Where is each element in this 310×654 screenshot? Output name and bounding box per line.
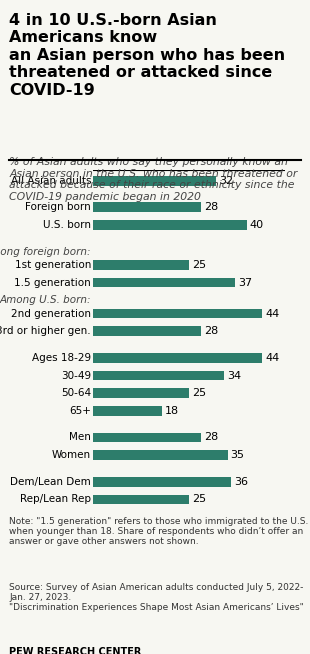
Text: 37: 37 — [238, 277, 252, 288]
Text: 50-64: 50-64 — [61, 388, 91, 398]
Text: 28: 28 — [204, 432, 218, 443]
Text: U.S. born: U.S. born — [43, 220, 91, 230]
Text: Ages 18-29: Ages 18-29 — [32, 353, 91, 363]
Text: 28: 28 — [204, 326, 218, 336]
Text: 2nd generation: 2nd generation — [11, 309, 91, 318]
Text: 65+: 65+ — [69, 406, 91, 416]
Text: Dem/Lean Dem: Dem/Lean Dem — [10, 477, 91, 487]
Text: Among U.S. born:: Among U.S. born: — [0, 295, 91, 305]
Text: % of Asian adults who say they personally know an
Asian person in the U.S. who h: % of Asian adults who say they personall… — [9, 157, 298, 202]
Text: 40: 40 — [250, 220, 264, 230]
Text: 28: 28 — [204, 202, 218, 213]
Text: 3rd or higher gen.: 3rd or higher gen. — [0, 326, 91, 336]
Text: 34: 34 — [227, 371, 241, 381]
Text: 30-49: 30-49 — [61, 371, 91, 381]
Bar — [93, 220, 247, 230]
Text: PEW RESEARCH CENTER: PEW RESEARCH CENTER — [9, 647, 142, 654]
Text: Men: Men — [69, 432, 91, 443]
Bar — [93, 371, 224, 381]
Bar — [93, 260, 189, 269]
Text: Women: Women — [52, 450, 91, 460]
Text: 4 in 10 U.S.-born Asian Americans know
an Asian person who has been
threatened o: 4 in 10 U.S.-born Asian Americans know a… — [9, 13, 286, 97]
Text: 44: 44 — [265, 353, 279, 363]
Bar — [93, 353, 262, 363]
Bar — [93, 433, 201, 442]
Text: 44: 44 — [265, 309, 279, 318]
Text: All Asian adults: All Asian adults — [11, 176, 91, 186]
Text: 32: 32 — [219, 176, 233, 186]
Bar — [93, 494, 189, 504]
Text: 25: 25 — [192, 388, 206, 398]
Text: Foreign born: Foreign born — [25, 202, 91, 213]
Bar — [93, 451, 228, 460]
Bar — [93, 388, 189, 398]
Text: Among foreign born:: Among foreign born: — [0, 247, 91, 256]
Text: 36: 36 — [234, 477, 248, 487]
Text: 25: 25 — [192, 494, 206, 504]
Bar — [93, 202, 201, 212]
Bar — [93, 406, 162, 416]
Bar — [93, 309, 262, 318]
Text: Rep/Lean Rep: Rep/Lean Rep — [20, 494, 91, 504]
Bar — [93, 176, 216, 186]
Text: Note: "1.5 generation" refers to those who immigrated to the U.S.
when younger t: Note: "1.5 generation" refers to those w… — [9, 517, 309, 547]
Text: 35: 35 — [231, 450, 245, 460]
Text: Source: Survey of Asian American adults conducted July 5, 2022-
Jan. 27, 2023.
": Source: Survey of Asian American adults … — [9, 583, 304, 612]
Text: 25: 25 — [192, 260, 206, 270]
Text: 1st generation: 1st generation — [15, 260, 91, 270]
Text: 1.5 generation: 1.5 generation — [14, 277, 91, 288]
Text: 18: 18 — [165, 406, 179, 416]
Bar — [93, 278, 235, 287]
Bar — [93, 326, 201, 336]
Bar — [93, 477, 231, 487]
